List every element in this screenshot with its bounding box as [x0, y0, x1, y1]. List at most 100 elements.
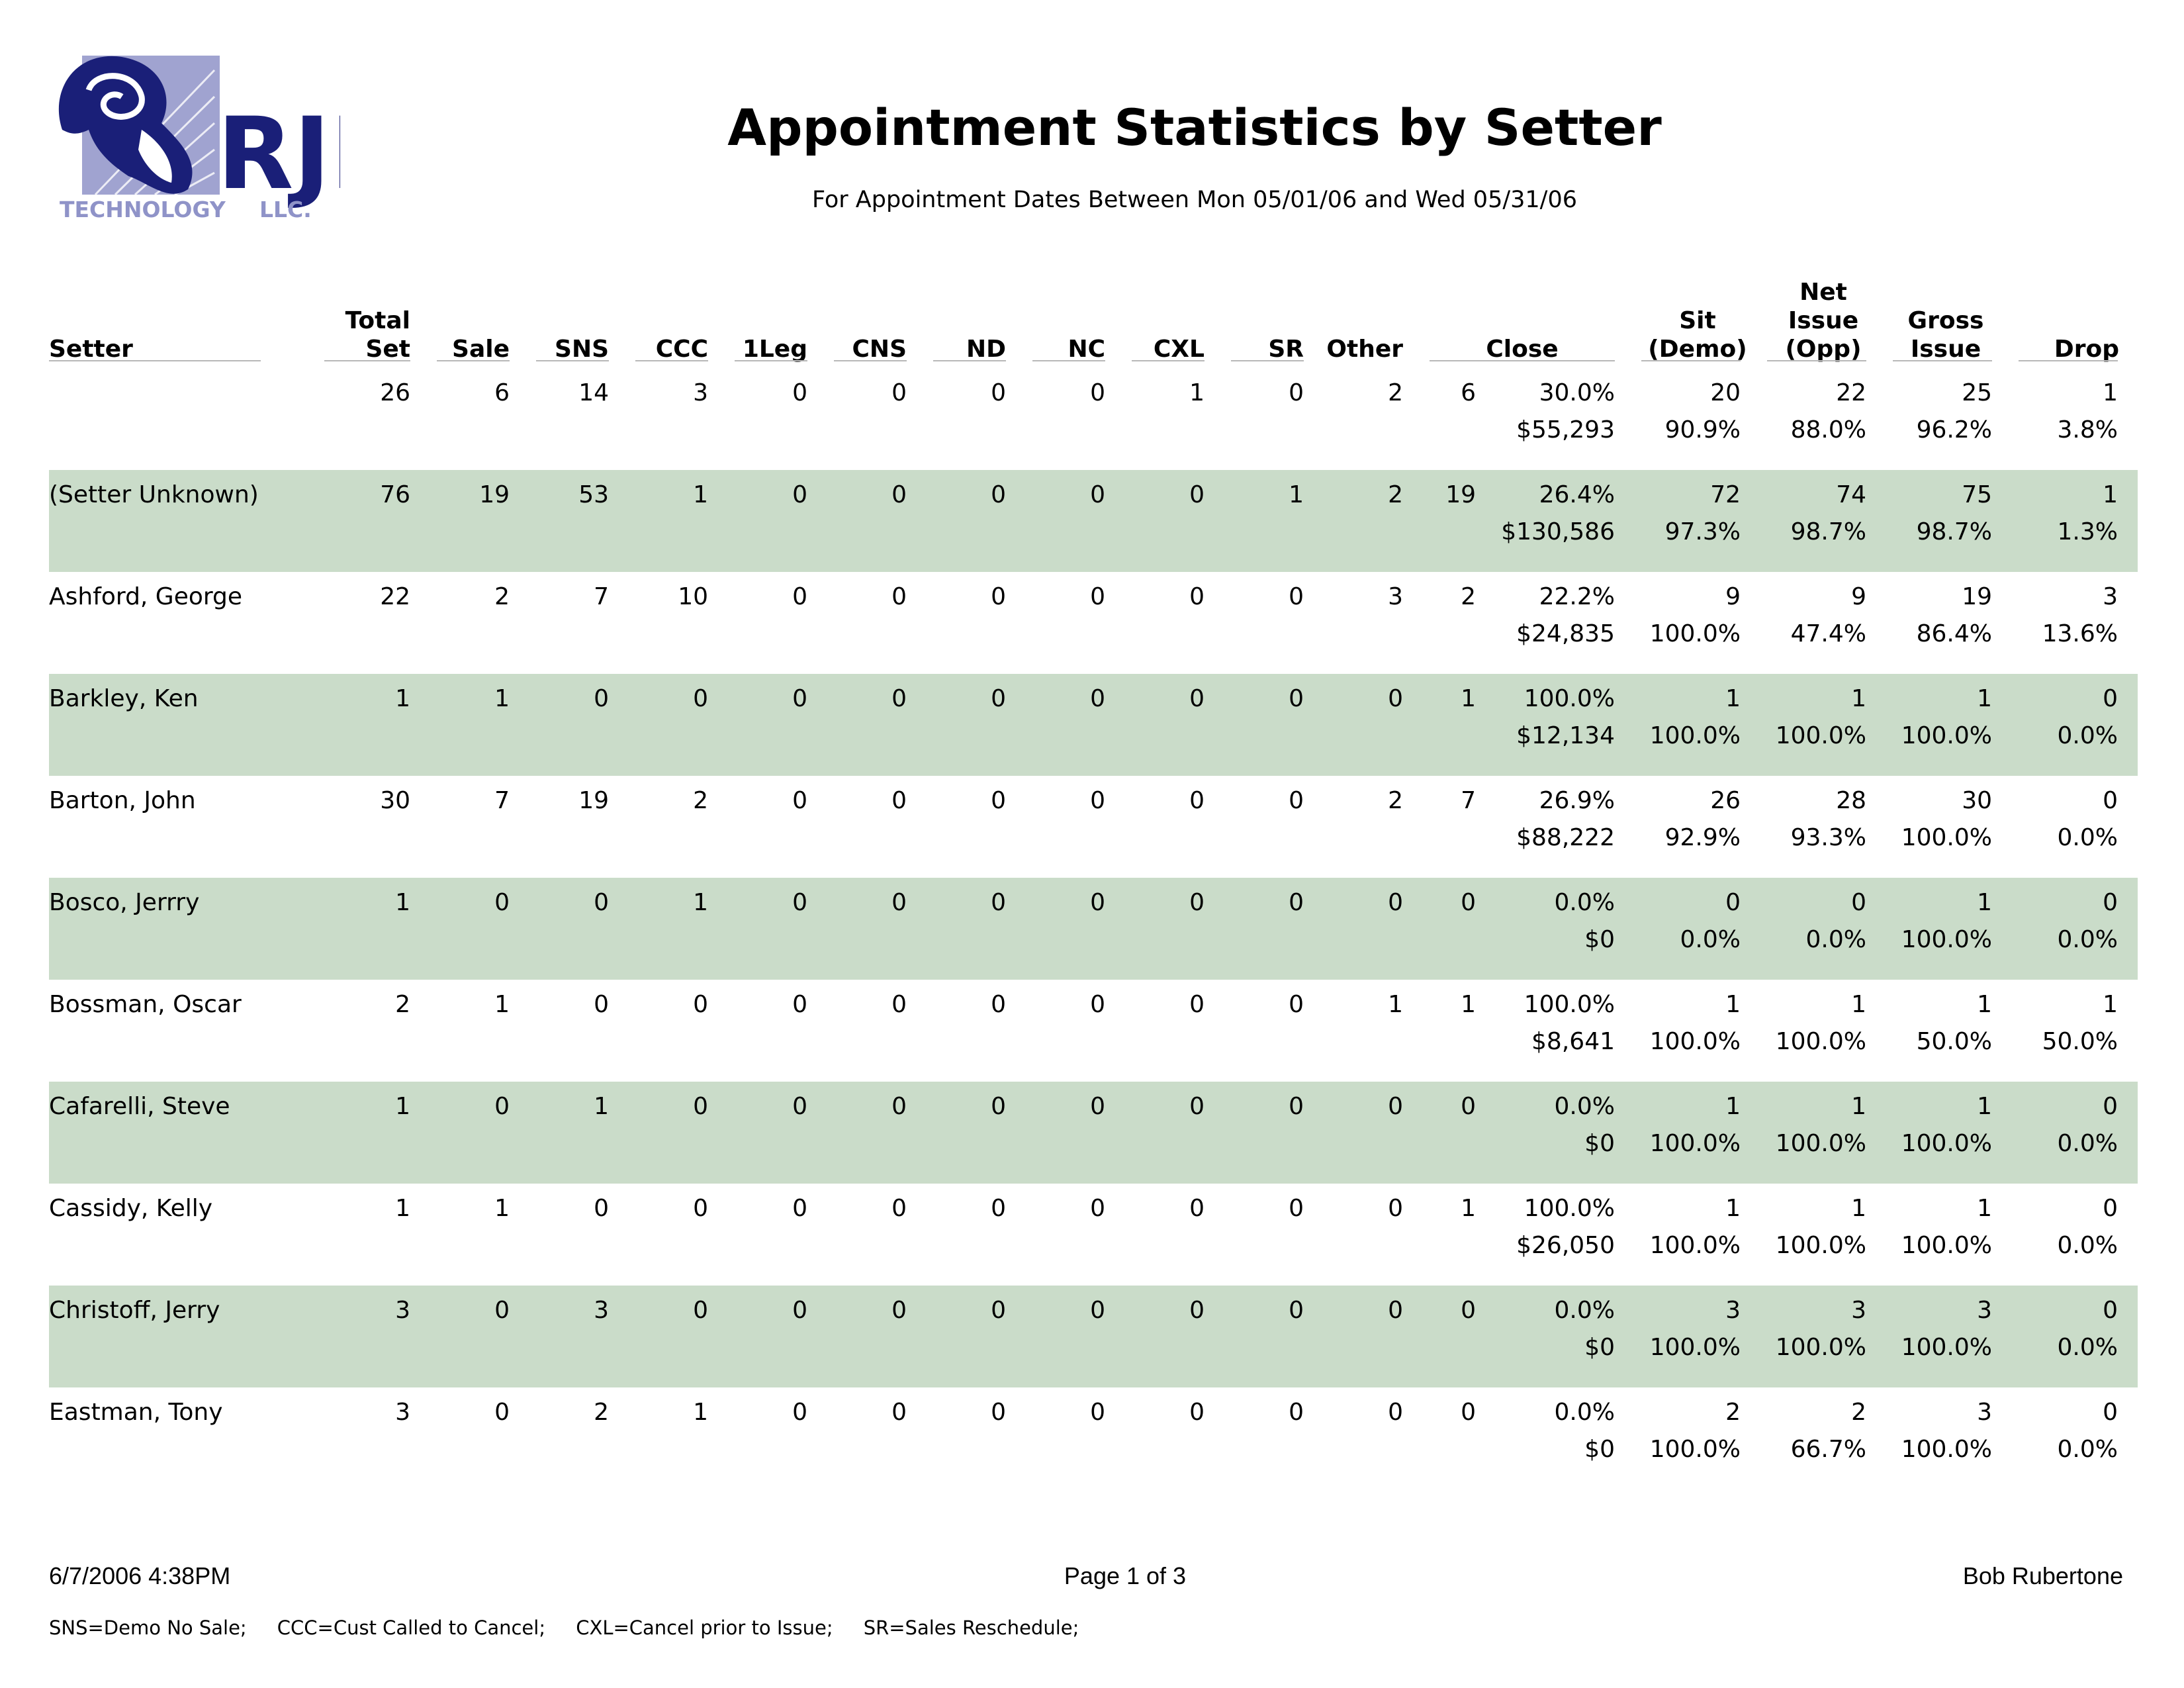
cxl-value: 0 [1189, 1093, 1205, 1120]
header-underline [324, 360, 410, 361]
cns-value: 0 [891, 1399, 907, 1426]
close-percent: 0.0% [1554, 1399, 1615, 1426]
oneleg-value: 0 [792, 889, 807, 916]
svg-text:TECHNOLOGY: TECHNOLOGY [60, 197, 226, 222]
col-header-sit-demo: Sit (Demo) [1648, 307, 1747, 363]
cxl-value: 0 [1189, 991, 1205, 1018]
cns-value: 0 [891, 1195, 907, 1222]
drop-value: 1 [2103, 991, 2118, 1018]
table-row: Cafarelli, Steve 1 0 1 0 0 0 0 0 0 0 0 0… [49, 1082, 2138, 1184]
sit-value: 1 [1725, 685, 1741, 712]
close-percent: 100.0% [1524, 1195, 1615, 1222]
ccc-value: 1 [693, 1399, 708, 1426]
ccc-value: 0 [693, 1195, 708, 1222]
col-header-net-issue: Net Issue (Opp) [1785, 279, 1862, 363]
net-issue-value: 3 [1851, 1297, 1866, 1324]
close-count: 7 [1461, 787, 1476, 814]
close-amount: $55,293 [1516, 416, 1615, 444]
drop-percent: 0.0% [2057, 824, 2118, 851]
nd-value: 0 [991, 685, 1006, 712]
gross-issue-percent: 100.0% [1901, 1232, 1992, 1259]
setter-name: Cafarelli, Steve [49, 1093, 230, 1120]
nc-value: 0 [1090, 787, 1105, 814]
nd-value: 0 [991, 379, 1006, 406]
col-header-drop: Drop [2054, 336, 2119, 363]
close-amount: $26,050 [1516, 1232, 1615, 1259]
close-count: 0 [1461, 1093, 1476, 1120]
report-title: Appointment Statistics by Setter [727, 98, 1662, 157]
sr-value: 0 [1289, 991, 1304, 1018]
col-header-nc: NC [1068, 336, 1105, 363]
sns-value: 14 [578, 379, 609, 406]
other-value: 1 [1388, 991, 1403, 1018]
col-header-sr: SR [1268, 336, 1304, 363]
sale-value: 0 [494, 1093, 510, 1120]
cns-value: 0 [891, 787, 907, 814]
table-row: Ashford, George 22 2 7 10 0 0 0 0 0 0 3 … [49, 572, 2138, 674]
net-issue-percent: 47.4% [1790, 620, 1866, 647]
sit-value: 1 [1725, 1093, 1741, 1120]
ccc-value: 0 [693, 1297, 708, 1324]
gross-issue-percent: 100.0% [1901, 1130, 1992, 1157]
other-value: 3 [1388, 583, 1403, 610]
report-user: Bob Rubertone [1962, 1562, 2123, 1589]
net-issue-percent: 100.0% [1775, 1232, 1866, 1259]
other-value: 0 [1388, 1093, 1403, 1120]
drop-percent: 50.0% [2042, 1028, 2118, 1055]
nd-value: 0 [991, 787, 1006, 814]
cns-value: 0 [891, 1093, 907, 1120]
setter-name: Barkley, Ken [49, 685, 199, 712]
close-percent: 0.0% [1554, 1093, 1615, 1120]
sale-value: 7 [494, 787, 510, 814]
cxl-value: 0 [1189, 685, 1205, 712]
sit-percent: 100.0% [1649, 620, 1741, 647]
header-underline [1430, 360, 1615, 361]
close-count: 1 [1461, 991, 1476, 1018]
other-value: 0 [1388, 1297, 1403, 1324]
gross-issue-value: 1 [1977, 1093, 1992, 1120]
other-value: 0 [1388, 889, 1403, 916]
net-issue-percent: 98.7% [1790, 518, 1866, 545]
oneleg-value: 0 [792, 1399, 807, 1426]
header-underline [1641, 360, 1741, 361]
setter-name: Bosco, Jerrry [49, 889, 200, 916]
drop-value: 0 [2103, 889, 2118, 916]
net-issue-value: 28 [1836, 787, 1866, 814]
close-count: 19 [1445, 481, 1476, 508]
total-set-value: 30 [380, 787, 410, 814]
cxl-value: 0 [1189, 1297, 1205, 1324]
nd-value: 0 [991, 991, 1006, 1018]
net-issue-value: 1 [1851, 1195, 1866, 1222]
setter-name: Bossman, Oscar [49, 991, 242, 1018]
nc-value: 0 [1090, 1195, 1105, 1222]
svg-text:RJR: RJR [217, 97, 340, 212]
nd-value: 0 [991, 481, 1006, 508]
sr-value: 0 [1289, 1297, 1304, 1324]
gross-issue-value: 30 [1962, 787, 1992, 814]
close-amount: $130,586 [1501, 518, 1615, 545]
sit-percent: 100.0% [1649, 1232, 1741, 1259]
col-header-gross-issue: Gross Issue [1907, 307, 1984, 363]
net-issue-percent: 93.3% [1790, 824, 1866, 851]
net-issue-percent: 100.0% [1775, 1130, 1866, 1157]
close-amount: $88,222 [1516, 824, 1615, 851]
col-header-cns: CNS [852, 336, 907, 363]
nc-value: 0 [1090, 1399, 1105, 1426]
sit-percent: 100.0% [1649, 1028, 1741, 1055]
nd-value: 0 [991, 889, 1006, 916]
cns-value: 0 [891, 583, 907, 610]
header-underline [1893, 360, 1992, 361]
gross-issue-percent: 98.7% [1916, 518, 1992, 545]
net-issue-percent: 100.0% [1775, 1028, 1866, 1055]
setter-name: Christoff, Jerry [49, 1297, 220, 1324]
col-header-nd: ND [966, 336, 1006, 363]
sr-value: 0 [1289, 379, 1304, 406]
col-header-setter: Setter [49, 336, 133, 363]
sit-percent: 90.9% [1664, 416, 1741, 444]
drop-value: 0 [2103, 1399, 2118, 1426]
oneleg-value: 0 [792, 685, 807, 712]
cxl-value: 0 [1189, 1399, 1205, 1426]
ccc-value: 2 [693, 787, 708, 814]
oneleg-value: 0 [792, 1195, 807, 1222]
net-issue-value: 0 [1851, 889, 1866, 916]
